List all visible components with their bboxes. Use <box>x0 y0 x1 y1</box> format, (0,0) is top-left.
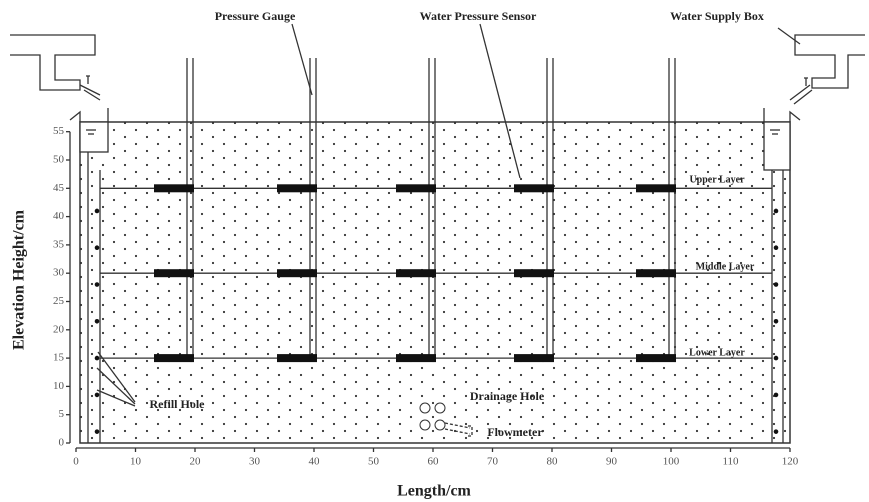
x-axis-title: Length/cm <box>397 483 471 500</box>
x-tick-label: 50 <box>368 456 380 468</box>
label: Water Pressure Sensor <box>420 9 537 23</box>
y-tick-label: 35 <box>53 238 65 250</box>
sensor <box>396 184 436 192</box>
y-tick-label: 40 <box>53 210 65 222</box>
refill-hole <box>774 245 779 250</box>
sensor <box>154 354 194 362</box>
x-tick-label: 0 <box>73 456 79 468</box>
sensor <box>277 269 317 277</box>
y-tick-label: 50 <box>53 154 65 166</box>
refill-hole <box>95 429 100 434</box>
sensor <box>154 269 194 277</box>
x-tick-label: 40 <box>309 456 321 468</box>
y-tick-label: 30 <box>53 267 65 279</box>
sensor <box>277 354 317 362</box>
sensor <box>396 269 436 277</box>
x-tick-label: 110 <box>722 456 739 468</box>
y-tick-label: 20 <box>53 323 65 335</box>
refill-hole <box>774 356 779 361</box>
refill-hole <box>774 209 779 214</box>
refill-hole <box>774 282 779 287</box>
y-tick-label: 5 <box>59 408 65 420</box>
y-tick-label: 25 <box>53 295 65 307</box>
refill-hole <box>95 319 100 324</box>
refill-hole <box>95 245 100 250</box>
label: Upper Layer <box>689 174 745 185</box>
refill-hole <box>95 356 100 361</box>
label: Middle Layer <box>696 261 755 272</box>
x-tick-label: 20 <box>190 456 202 468</box>
y-tick-label: 15 <box>53 352 65 364</box>
label: Lower Layer <box>689 347 745 358</box>
sensor <box>396 354 436 362</box>
sensor <box>154 184 194 192</box>
y-tick-label: 45 <box>53 182 65 194</box>
water-supply-boxes <box>10 35 865 104</box>
sensor <box>514 269 554 277</box>
diagram: 0 10 20 30 40 50 60 70 80 90 100 110 120 0 5 10 15 20 25 30… <box>0 0 869 502</box>
y-tick-label: 55 <box>53 125 65 137</box>
label: Pressure Gauge <box>215 9 296 23</box>
y-axis-title: Elevation Height/cm <box>11 209 28 350</box>
x-tick-label: 10 <box>130 456 142 468</box>
x-tick-label: 90 <box>606 456 618 468</box>
sensor <box>277 184 317 192</box>
refill-hole <box>774 319 779 324</box>
sensor <box>636 269 676 277</box>
sensor <box>636 184 676 192</box>
refill-hole <box>774 393 779 398</box>
label: Water Supply Box <box>670 9 764 23</box>
label: Drainage Hole <box>470 389 545 403</box>
label: Flowmeter <box>487 425 543 439</box>
y-tick-label: 10 <box>53 380 65 392</box>
refill-hole <box>95 209 100 214</box>
refill-hole <box>774 429 779 434</box>
refill-hole <box>95 393 100 398</box>
refill-hole <box>95 282 100 287</box>
y-tick-label: 0 <box>59 437 65 449</box>
x-tick-label: 100 <box>663 456 680 468</box>
x-tick-label: 120 <box>782 456 799 468</box>
label: Refill Hole <box>150 397 206 411</box>
x-tick-label: 80 <box>547 456 559 468</box>
x-tick-label: 30 <box>249 456 261 468</box>
sensor <box>514 184 554 192</box>
sensor <box>636 354 676 362</box>
x-tick-label: 60 <box>428 456 440 468</box>
x-tick-label: 70 <box>487 456 499 468</box>
sensor <box>514 354 554 362</box>
